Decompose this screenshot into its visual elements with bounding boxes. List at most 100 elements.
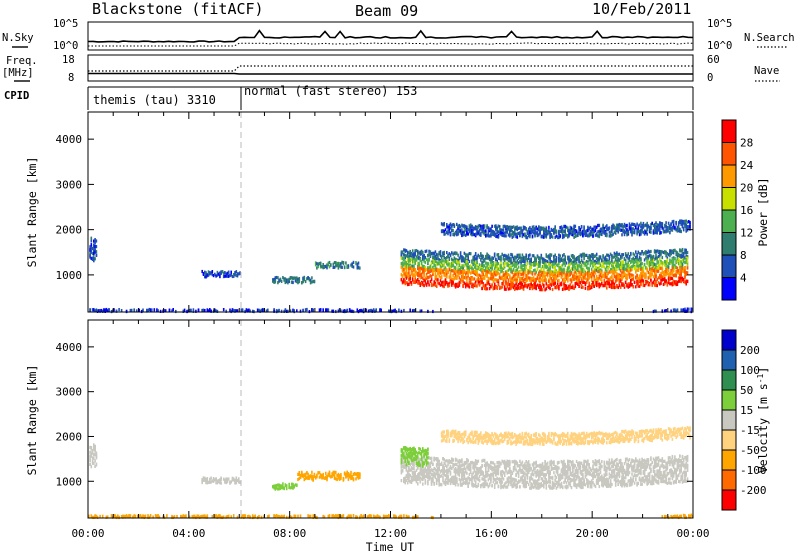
power-cell <box>577 278 579 282</box>
power-cell <box>511 279 514 283</box>
power-cell <box>573 229 575 233</box>
vel-cell <box>211 479 214 483</box>
power-cell <box>502 261 505 265</box>
power-cell <box>423 278 425 282</box>
power-cell <box>420 264 423 268</box>
vel-cell <box>210 480 212 484</box>
power-cell <box>487 281 490 285</box>
power-cell <box>159 309 162 313</box>
vel-region-0 <box>89 443 98 469</box>
power-cell <box>574 285 577 289</box>
power-cell <box>659 276 661 280</box>
power-cell <box>461 230 463 235</box>
power-cell <box>614 230 617 234</box>
power-cell <box>671 263 674 267</box>
power-cell <box>239 271 241 275</box>
power-cell <box>492 272 495 276</box>
power-cell <box>650 226 652 230</box>
vel-cell <box>420 471 423 475</box>
nsky-panel: N.Sky 10^5 10^0 10^5 10^0 N.Search <box>2 18 795 52</box>
power-cell <box>570 232 573 237</box>
power-cell <box>440 271 443 275</box>
power-cell <box>660 281 662 285</box>
power-cell <box>665 309 667 313</box>
power-cell <box>510 228 512 232</box>
power-cell <box>524 226 526 230</box>
power-cell <box>635 225 637 230</box>
power-cell <box>446 251 448 255</box>
power-cell <box>491 272 493 277</box>
power-cell <box>647 270 650 274</box>
power-cell <box>419 276 422 280</box>
power-cell <box>565 277 568 281</box>
power-cell <box>680 308 682 312</box>
power-cell <box>444 266 447 270</box>
vel-cell <box>91 459 94 463</box>
power-cell <box>672 248 675 253</box>
power-cell <box>618 258 621 262</box>
power-cell <box>443 229 445 233</box>
power-cell <box>679 219 681 223</box>
power-cell <box>604 268 607 272</box>
power-cell <box>226 274 229 278</box>
power-cell <box>461 233 463 238</box>
vel-cell <box>410 466 413 470</box>
power-cell <box>498 255 501 259</box>
vel-cell <box>405 478 408 482</box>
power-cell <box>234 271 236 275</box>
power-cell <box>447 262 449 266</box>
power-cell <box>532 276 535 280</box>
power-cell <box>549 253 551 257</box>
power-cell <box>461 274 463 279</box>
power-cell <box>664 223 666 227</box>
power-cell <box>303 278 306 282</box>
power-cell <box>655 225 657 229</box>
power-cell <box>464 228 467 232</box>
power-cell <box>430 275 433 279</box>
power-cell <box>448 257 451 261</box>
power-cell <box>686 250 689 255</box>
power-cell <box>351 309 353 313</box>
power-cell <box>573 277 575 281</box>
vel-cell <box>413 477 415 481</box>
vel-cell <box>420 477 423 481</box>
power-cell <box>592 272 594 276</box>
power-cell <box>476 271 478 275</box>
power-cell <box>632 230 635 235</box>
power-cell <box>516 276 519 280</box>
power-cell <box>598 276 601 280</box>
power-cell <box>665 279 667 283</box>
power-cell <box>602 230 604 234</box>
power-cell <box>520 256 522 260</box>
power-cell <box>648 283 651 287</box>
power-cell <box>661 226 664 230</box>
power-cell <box>351 262 353 266</box>
power-cell <box>467 273 469 277</box>
power-cell <box>495 285 497 289</box>
vel-cell <box>311 475 313 479</box>
freq-panel-frame <box>87 54 694 82</box>
power-cell <box>236 309 239 313</box>
vel-cell <box>219 481 221 485</box>
power-cell <box>638 284 641 288</box>
power-cell <box>539 256 541 260</box>
power-cell <box>509 259 511 263</box>
power-cell <box>569 260 572 264</box>
nsearch-label: N.Search <box>744 32 795 44</box>
power-cell <box>469 280 472 284</box>
power-cell <box>447 255 449 259</box>
power-cell <box>532 282 535 286</box>
power-cell <box>584 286 587 290</box>
power-cell <box>677 227 680 231</box>
power-cell <box>573 255 575 259</box>
power-cell <box>640 232 642 236</box>
power-cell <box>423 253 425 258</box>
power-cell <box>618 263 621 267</box>
power-cell <box>285 309 288 313</box>
power-cell <box>579 272 582 276</box>
power-cell <box>599 232 602 236</box>
power-cell <box>466 281 468 285</box>
power-cell <box>459 280 462 284</box>
power-cell <box>418 274 420 278</box>
power-cell <box>461 255 463 259</box>
